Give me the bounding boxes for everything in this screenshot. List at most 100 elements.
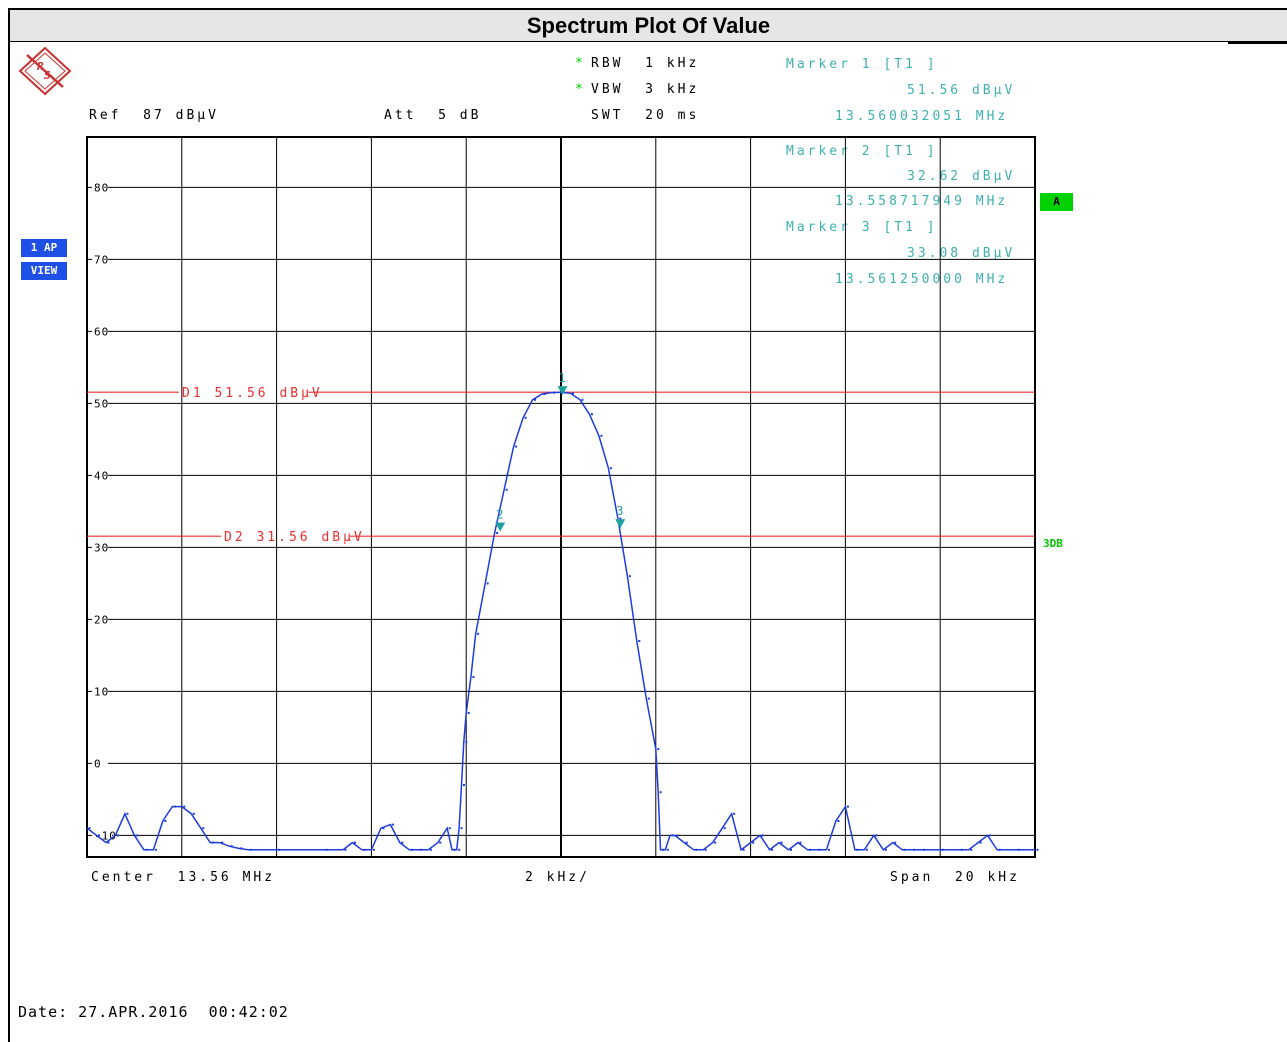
trace-dot <box>344 848 347 851</box>
trace-dot <box>278 848 281 851</box>
trace-ap-badge[interactable]: 1 AP <box>21 239 67 258</box>
trace-dot <box>453 848 456 851</box>
ref-level-label: Ref 87 dBµV <box>89 108 219 123</box>
y-tick-bg <box>92 468 108 483</box>
trace-dot <box>571 392 574 395</box>
trace-dot <box>135 834 138 837</box>
trace-dot <box>666 848 669 851</box>
markers: 1 2 3 <box>495 371 626 532</box>
rohde-schwarz-logo-icon: R S <box>18 46 72 96</box>
marker-3-freq: 13.561250000 MHz <box>835 272 1009 287</box>
trace-dot <box>249 848 252 851</box>
trace-dot <box>989 834 992 837</box>
marker-triangle <box>495 522 506 532</box>
y-tick-label: 60 <box>94 325 109 338</box>
trace-dot <box>448 827 451 830</box>
trace-dot <box>818 848 821 851</box>
trace-dot <box>827 848 830 851</box>
trace-dot <box>363 848 366 851</box>
y-tick-bg <box>92 396 108 411</box>
trace-dot <box>240 847 243 850</box>
marker-2-freq: 13.558717949 MHz <box>835 194 1009 209</box>
trace-dot <box>472 676 475 678</box>
trace-dot <box>1017 848 1020 851</box>
trace-dot <box>325 848 328 851</box>
trace-dot <box>524 416 527 419</box>
chart-title: Spectrum Plot Of Value <box>526 13 771 38</box>
trace-dot <box>462 784 465 786</box>
trace-dot <box>211 841 214 844</box>
trace-dot <box>856 848 859 851</box>
trace-dot <box>486 582 489 585</box>
trace-dot <box>628 575 631 578</box>
3db-label: 3DB <box>1043 537 1063 550</box>
trace-dot <box>221 841 224 844</box>
y-tick-label: 30 <box>94 541 109 554</box>
y-tick-label: 20 <box>94 613 109 626</box>
trace-dot <box>752 841 755 844</box>
trace-dot <box>401 841 404 844</box>
trace-dot <box>771 848 774 851</box>
a-badge: A <box>1040 193 1073 211</box>
trace-dot <box>695 848 698 851</box>
trace-dot <box>659 791 662 794</box>
trace-dot <box>799 841 802 844</box>
trace-dot <box>662 848 665 851</box>
frame-top <box>8 8 1287 10</box>
trace-dot <box>460 827 463 830</box>
trace-dot <box>534 398 537 401</box>
trace-dot <box>903 848 906 851</box>
y-tick-label: 40 <box>94 469 109 482</box>
trace-dot <box>865 848 868 851</box>
trace-dot <box>505 488 508 491</box>
title-bar <box>10 10 1287 42</box>
trace-dot <box>107 841 110 844</box>
y-tick-bg <box>92 756 108 771</box>
display-line-label: D1 51.56 dBµV <box>182 386 323 401</box>
trace-dot <box>164 820 167 822</box>
trace-dot <box>846 805 849 808</box>
trace-dot <box>960 848 963 851</box>
y-tick-label: 10 <box>94 685 109 698</box>
div-label: 2 kHz/ <box>525 870 590 885</box>
trace-dot <box>465 740 468 743</box>
trace-dot <box>553 391 556 394</box>
y-tick-bg <box>92 324 108 339</box>
trace-dots <box>88 391 1039 851</box>
marker-1-title: Marker 1 [T1 ] <box>786 57 938 72</box>
vbw-label: VBW 3 kHz <box>591 82 700 97</box>
trace-dot <box>183 805 186 808</box>
trace-dot <box>733 812 736 815</box>
trace-dot <box>467 712 470 714</box>
frame-left <box>8 8 10 1042</box>
trace-dot <box>761 834 764 837</box>
trace-dot <box>515 445 518 448</box>
marker-2-level: 32.62 dBµV <box>907 169 1016 184</box>
trace-dot <box>742 848 745 851</box>
y-tick-label: 80 <box>94 181 109 194</box>
center-frequency-label: Center 13.56 MHz <box>91 870 276 885</box>
y-tick-bg <box>92 612 108 627</box>
trace-dot <box>647 697 650 700</box>
trace-dot <box>676 834 679 837</box>
trace-dot <box>704 848 707 851</box>
date-stamp: Date: 27.APR.2016 00:42:02 <box>18 1003 289 1021</box>
marker-1-freq: 13.560032051 MHz <box>835 109 1009 124</box>
marker-label: 1 <box>559 371 566 385</box>
trace-dot <box>1036 848 1039 851</box>
marker-3-level: 33.08 dBµV <box>907 246 1016 261</box>
y-tick-bg <box>92 252 108 267</box>
trace-view-badge[interactable]: VIEW <box>21 262 67 280</box>
trace-dot <box>391 823 394 826</box>
y-tick-bg <box>92 180 108 195</box>
marker-triangle <box>615 519 626 529</box>
trace-dot <box>382 827 385 830</box>
svg-text:R: R <box>37 60 44 73</box>
trace-dot <box>439 841 442 844</box>
trace-dot <box>458 848 461 851</box>
trace-dot <box>913 848 916 851</box>
trace-dot <box>192 812 195 815</box>
trace-dot <box>875 834 878 837</box>
display-lines: D1 51.56 dBµV D2 31.56 dBµV <box>87 386 1035 545</box>
